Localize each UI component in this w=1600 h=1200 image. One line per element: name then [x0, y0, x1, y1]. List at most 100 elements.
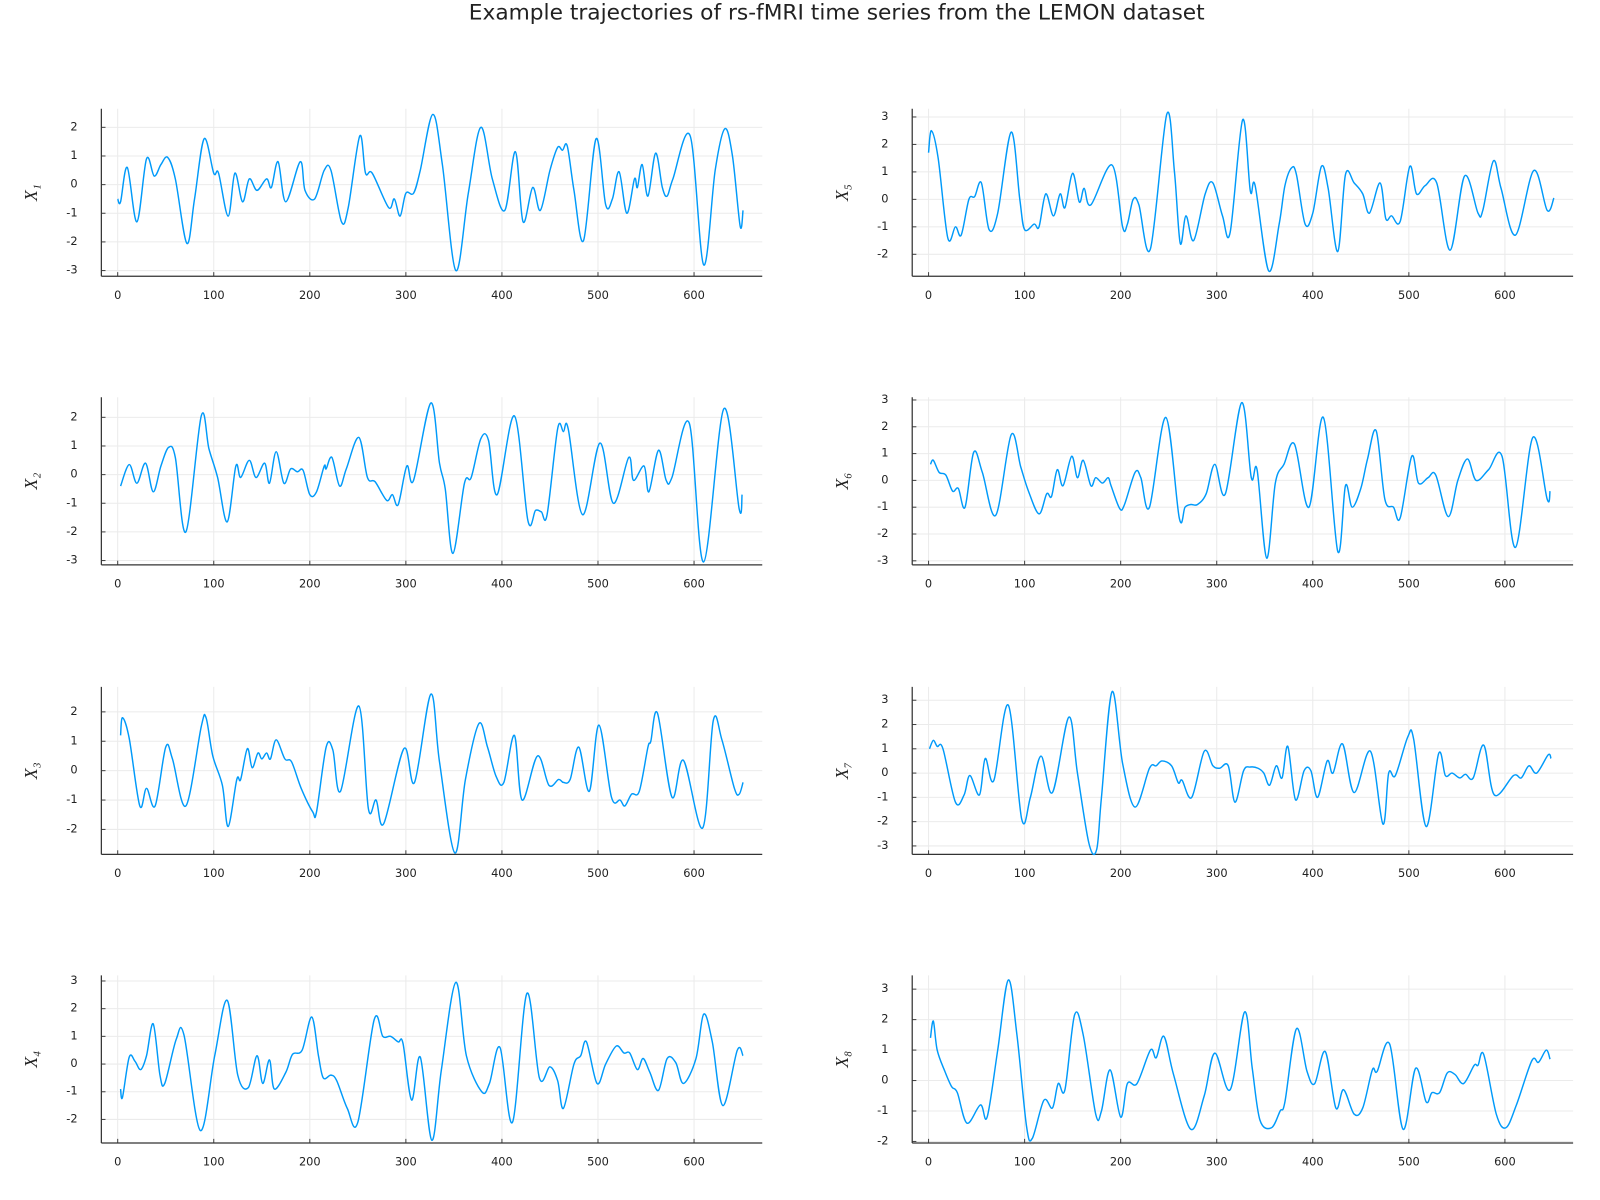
- y-tick-label: 3: [881, 981, 888, 995]
- x-tick-label: 0: [925, 1155, 932, 1169]
- y-tick-label: -2: [66, 821, 77, 835]
- y-tick-label: -2: [877, 814, 888, 828]
- y-tick-label: 2: [881, 419, 888, 433]
- y-tick-label: -2: [877, 1133, 888, 1147]
- x-tick-label: 500: [587, 1155, 609, 1169]
- x-tick-label: 600: [1494, 576, 1516, 590]
- x-tick-label: 200: [1110, 866, 1132, 880]
- series-line: [119, 981, 744, 1141]
- x-tick-label: 0: [925, 866, 932, 880]
- y-axis-label: X₇: [832, 762, 852, 780]
- y-tick-label: 0: [70, 1056, 77, 1070]
- subplot: -2 -1 0 1 2 3 0 100 200 300 400 500 600 X₅: [832, 108, 1574, 302]
- x-tick-label: 400: [1302, 1155, 1324, 1169]
- subplot: -3 -2 -1 0 1 2 0 100 200 300 400 500 600 X₁: [21, 108, 763, 302]
- x-tick-label: 200: [299, 866, 321, 880]
- y-tick-label: 3: [881, 392, 888, 406]
- series-line: [119, 402, 743, 563]
- y-tick-label: -1: [66, 495, 77, 509]
- series-line: [119, 693, 744, 854]
- x-tick-label: 500: [1398, 288, 1420, 302]
- y-tick-label: -1: [877, 1103, 888, 1117]
- x-tick-label: 100: [203, 866, 225, 880]
- y-axis-label: X₂: [21, 473, 41, 491]
- x-tick-label: 600: [1494, 1155, 1516, 1169]
- y-axis-label: X₆: [832, 473, 852, 491]
- y-tick-label: -3: [66, 553, 77, 567]
- series-line: [117, 113, 744, 272]
- y-axis-label: X₄: [21, 1051, 41, 1069]
- y-tick-label: -1: [877, 219, 888, 233]
- x-tick-label: 500: [1398, 866, 1420, 880]
- x-tick-label: 600: [683, 288, 705, 302]
- y-tick-label: 1: [881, 446, 888, 460]
- y-axis-label: X₈: [832, 1051, 852, 1069]
- x-tick-label: 300: [395, 866, 417, 880]
- y-tick-label: -3: [66, 263, 77, 277]
- y-tick-label: -1: [66, 1084, 77, 1098]
- y-tick-label: 1: [881, 164, 888, 178]
- x-tick-label: 200: [299, 288, 321, 302]
- y-tick-label: 0: [881, 472, 888, 486]
- y-tick-label: -2: [877, 526, 888, 540]
- x-tick-label: 300: [1206, 288, 1228, 302]
- x-tick-label: 400: [491, 866, 513, 880]
- y-tick-label: 2: [70, 1001, 77, 1015]
- subplot: -2 -1 0 1 2 0 100 200 300 400 500 600 X₃: [21, 686, 763, 880]
- y-tick-label: 3: [881, 692, 888, 706]
- x-tick-label: 600: [683, 576, 705, 590]
- y-tick-label: 0: [881, 191, 888, 205]
- x-tick-label: 0: [114, 288, 121, 302]
- y-tick-label: 1: [70, 733, 77, 747]
- y-axis-label: X₅: [832, 184, 852, 202]
- x-tick-label: 600: [683, 866, 705, 880]
- y-tick-label: 2: [881, 717, 888, 731]
- x-tick-label: 0: [114, 576, 121, 590]
- y-tick-label: -1: [66, 205, 77, 219]
- x-tick-label: 500: [1398, 1155, 1420, 1169]
- x-tick-label: 600: [1494, 866, 1516, 880]
- x-tick-label: 500: [587, 288, 609, 302]
- x-tick-label: 100: [1014, 1155, 1036, 1169]
- y-tick-label: 1: [70, 438, 77, 452]
- x-tick-label: 400: [1302, 866, 1324, 880]
- x-tick-label: 100: [1014, 866, 1036, 880]
- x-tick-label: 100: [203, 288, 225, 302]
- x-tick-label: 400: [491, 1155, 513, 1169]
- y-tick-label: 0: [881, 765, 888, 779]
- x-tick-label: 300: [1206, 1155, 1228, 1169]
- x-tick-label: 300: [1206, 576, 1228, 590]
- x-tick-label: 300: [1206, 866, 1228, 880]
- y-tick-label: 2: [70, 704, 77, 718]
- y-tick-label: -2: [877, 246, 888, 260]
- y-tick-label: 3: [70, 973, 77, 987]
- y-tick-label: 0: [881, 1073, 888, 1087]
- x-tick-label: 100: [1014, 576, 1036, 590]
- x-tick-label: 300: [395, 288, 417, 302]
- x-tick-label: 400: [1302, 288, 1324, 302]
- series-line: [929, 401, 1551, 559]
- x-tick-label: 600: [683, 1155, 705, 1169]
- x-tick-label: 200: [1110, 1155, 1132, 1169]
- y-tick-label: 2: [70, 409, 77, 423]
- y-tick-label: -2: [66, 524, 77, 538]
- y-tick-label: 0: [70, 177, 77, 191]
- x-tick-label: 500: [587, 576, 609, 590]
- y-tick-label: -2: [66, 234, 77, 248]
- series-line: [928, 690, 1552, 856]
- y-tick-label: -1: [66, 792, 77, 806]
- subplot: -2 -1 0 1 2 3 0 100 200 300 400 500 600 X₈: [832, 975, 1574, 1169]
- y-tick-label: 1: [70, 1028, 77, 1042]
- y-tick-label: -3: [877, 553, 888, 567]
- y-axis-label: X₁: [21, 184, 41, 202]
- y-tick-label: 2: [881, 1012, 888, 1026]
- x-tick-label: 100: [203, 1155, 225, 1169]
- x-tick-label: 400: [491, 576, 513, 590]
- x-tick-label: 200: [299, 576, 321, 590]
- y-tick-label: 3: [881, 109, 888, 123]
- subplot: -2 -1 0 1 2 3 0 100 200 300 400 500 600 X₄: [21, 973, 763, 1169]
- y-tick-label: 2: [70, 119, 77, 133]
- x-tick-label: 400: [491, 288, 513, 302]
